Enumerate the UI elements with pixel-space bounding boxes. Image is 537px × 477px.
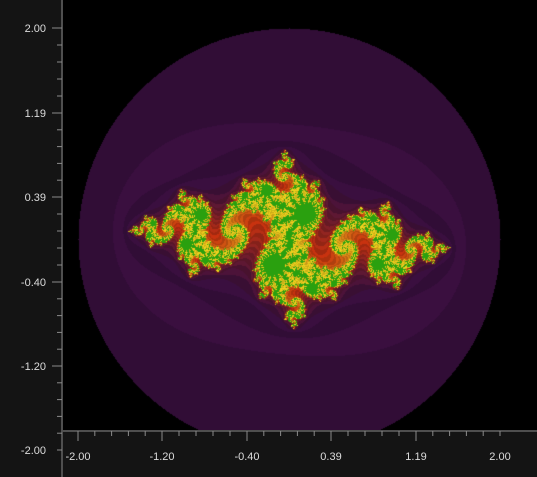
x-tick-label: 2.00 xyxy=(489,451,510,463)
x-axis: -2.00 -1.20 -0.40 0.39 1.19 2.00 xyxy=(63,430,537,463)
y-tick-label: -1.20 xyxy=(21,361,46,373)
y-tick-label: -2.00 xyxy=(21,445,46,457)
julia-fractal-plot[interactable] xyxy=(63,0,537,430)
y-axis-panel xyxy=(0,0,63,477)
x-tick-label: -0.40 xyxy=(234,451,259,463)
x-tick-label: 0.39 xyxy=(320,451,341,463)
x-tick-label: -1.20 xyxy=(149,451,174,463)
x-tick-label: -2.00 xyxy=(65,451,90,463)
y-tick-label: 0.39 xyxy=(25,192,46,204)
y-tick-label: -0.40 xyxy=(21,277,46,289)
y-tick-label: 2.00 xyxy=(25,23,46,35)
y-axis: 2.00 1.19 0.39 -0.40 -1.20 -2.00 xyxy=(21,0,63,477)
x-axis-panel xyxy=(63,430,537,477)
x-tick-label: 1.19 xyxy=(405,451,426,463)
y-tick-label: 1.19 xyxy=(25,108,46,120)
